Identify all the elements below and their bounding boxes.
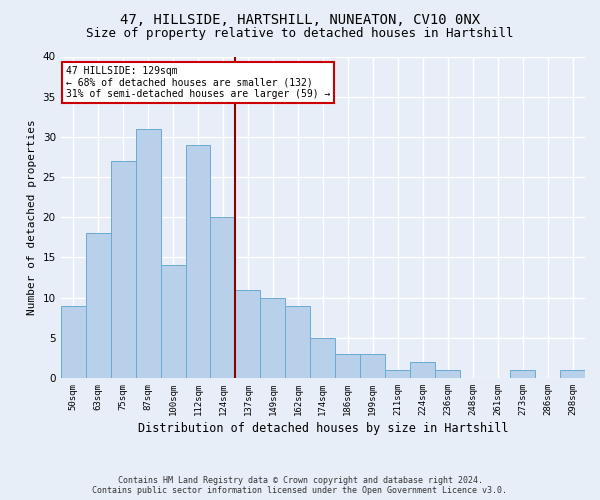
Bar (86, 234, 110, 378)
X-axis label: Distribution of detached houses by size in Hartshill: Distribution of detached houses by size … (137, 422, 508, 435)
Bar (211, 217, 235, 378)
Text: 47, HILLSIDE, HARTSHILL, NUNEATON, CV10 0NX: 47, HILLSIDE, HARTSHILL, NUNEATON, CV10 … (120, 12, 480, 26)
Y-axis label: Number of detached properties: Number of detached properties (27, 120, 37, 315)
Bar (385, 370, 410, 378)
Bar (310, 338, 335, 378)
Bar (185, 145, 211, 378)
Text: Contains HM Land Registry data © Crown copyright and database right 2024.
Contai: Contains HM Land Registry data © Crown c… (92, 476, 508, 495)
Bar (560, 370, 585, 378)
Bar (510, 370, 535, 378)
Bar (136, 129, 161, 378)
Bar (110, 161, 136, 378)
Bar (286, 306, 310, 378)
Bar (235, 290, 260, 378)
Bar (410, 362, 435, 378)
Text: Size of property relative to detached houses in Hartshill: Size of property relative to detached ho… (86, 28, 514, 40)
Text: 47 HILLSIDE: 129sqm
← 68% of detached houses are smaller (132)
31% of semi-detac: 47 HILLSIDE: 129sqm ← 68% of detached ho… (66, 66, 330, 100)
Bar (435, 370, 460, 378)
Bar (260, 298, 286, 378)
Bar (360, 354, 385, 378)
Bar (335, 354, 360, 378)
Bar (61, 306, 86, 378)
Bar (161, 266, 185, 378)
